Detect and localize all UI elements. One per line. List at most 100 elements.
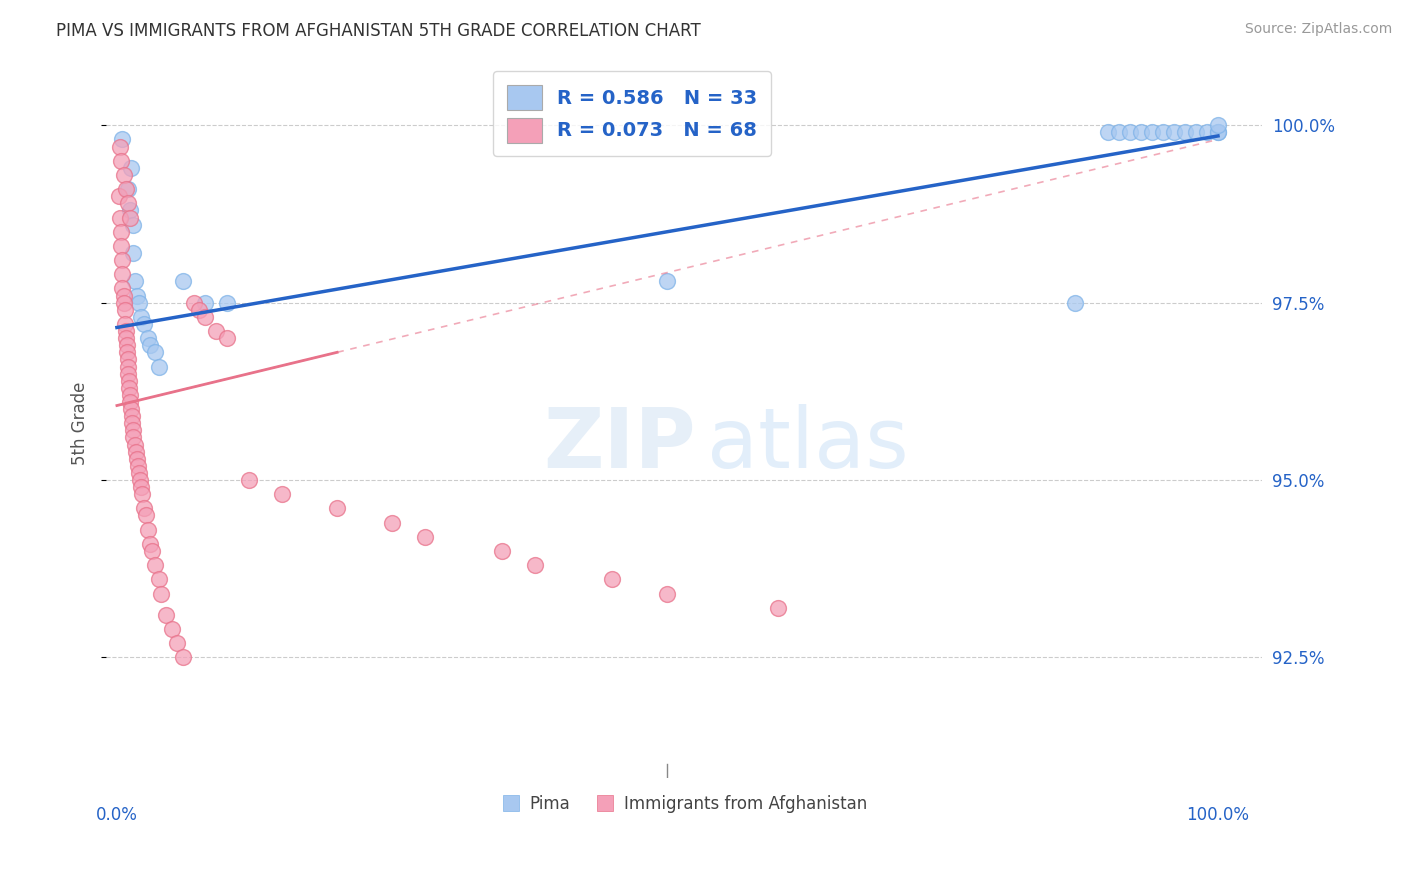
Text: atlas: atlas xyxy=(707,404,908,485)
Point xyxy=(135,508,157,523)
Point xyxy=(122,430,145,444)
Point xyxy=(111,281,134,295)
Point xyxy=(160,622,183,636)
Point xyxy=(111,253,134,268)
Point xyxy=(114,317,136,331)
Point xyxy=(1206,125,1229,139)
Point xyxy=(215,331,238,345)
Text: ZIP: ZIP xyxy=(543,404,696,485)
Point xyxy=(215,295,238,310)
Point xyxy=(114,331,136,345)
Point xyxy=(326,501,349,516)
Point xyxy=(128,295,150,310)
Point xyxy=(121,409,143,424)
Point xyxy=(1206,118,1229,132)
Point xyxy=(117,352,139,367)
Point xyxy=(491,544,513,558)
Point xyxy=(110,153,132,168)
Point xyxy=(194,295,217,310)
Point xyxy=(1174,125,1197,139)
Point xyxy=(1140,125,1163,139)
Point xyxy=(129,473,152,487)
Point xyxy=(117,182,139,196)
Point xyxy=(120,395,142,409)
Point xyxy=(1163,125,1185,139)
Point xyxy=(114,302,136,317)
Point xyxy=(117,359,139,374)
Point xyxy=(1195,125,1218,139)
Point xyxy=(1063,295,1085,310)
Point xyxy=(110,225,132,239)
Point xyxy=(128,466,150,480)
Point xyxy=(524,558,547,573)
Point xyxy=(125,288,148,302)
Point xyxy=(134,501,156,516)
Point xyxy=(115,345,138,359)
Point xyxy=(117,196,139,211)
Point xyxy=(657,586,679,600)
Text: Source: ZipAtlas.com: Source: ZipAtlas.com xyxy=(1244,22,1392,37)
Point xyxy=(124,444,146,458)
Point xyxy=(148,359,170,374)
Point xyxy=(124,437,146,451)
Legend: Pima, Immigrants from Afghanistan: Pima, Immigrants from Afghanistan xyxy=(495,788,873,820)
Point xyxy=(129,480,152,494)
Point xyxy=(139,338,162,352)
Point xyxy=(121,417,143,431)
Point xyxy=(194,310,217,324)
Point xyxy=(110,139,132,153)
Point xyxy=(110,239,132,253)
Point xyxy=(111,132,134,146)
Text: 0.0%: 0.0% xyxy=(96,806,138,824)
Point xyxy=(114,324,136,338)
Point xyxy=(120,402,142,417)
Point xyxy=(1119,125,1142,139)
Point xyxy=(118,381,141,395)
Point xyxy=(112,168,135,182)
Point xyxy=(115,338,138,352)
Point xyxy=(139,537,162,551)
Point xyxy=(1108,125,1130,139)
Point xyxy=(271,487,294,501)
Point xyxy=(145,345,167,359)
Point xyxy=(124,274,146,288)
Point xyxy=(155,607,177,622)
Point xyxy=(148,572,170,586)
Point xyxy=(766,600,789,615)
Point xyxy=(131,487,153,501)
Point xyxy=(657,274,679,288)
Point xyxy=(413,530,436,544)
Point xyxy=(136,331,159,345)
Point xyxy=(112,295,135,310)
Point xyxy=(381,516,404,530)
Point xyxy=(108,189,131,203)
Point xyxy=(117,367,139,381)
Point xyxy=(602,572,624,586)
Point xyxy=(125,451,148,466)
Point xyxy=(134,317,156,331)
Point xyxy=(238,473,260,487)
Point xyxy=(114,182,136,196)
Point xyxy=(122,246,145,260)
Point xyxy=(118,374,141,388)
Point xyxy=(1206,125,1229,139)
Point xyxy=(110,211,132,225)
Point xyxy=(172,274,194,288)
Text: 100.0%: 100.0% xyxy=(1187,806,1250,824)
Y-axis label: 5th Grade: 5th Grade xyxy=(72,382,89,465)
Point xyxy=(188,302,211,317)
Point xyxy=(1185,125,1208,139)
Point xyxy=(145,558,167,573)
Point xyxy=(183,295,205,310)
Point xyxy=(120,161,142,175)
Point xyxy=(141,544,163,558)
Point xyxy=(205,324,228,338)
Point xyxy=(112,288,135,302)
Point xyxy=(120,211,142,225)
Point xyxy=(149,586,172,600)
Point xyxy=(122,218,145,232)
Text: PIMA VS IMMIGRANTS FROM AFGHANISTAN 5TH GRADE CORRELATION CHART: PIMA VS IMMIGRANTS FROM AFGHANISTAN 5TH … xyxy=(56,22,702,40)
Point xyxy=(129,310,152,324)
Point xyxy=(1097,125,1119,139)
Point xyxy=(111,267,134,281)
